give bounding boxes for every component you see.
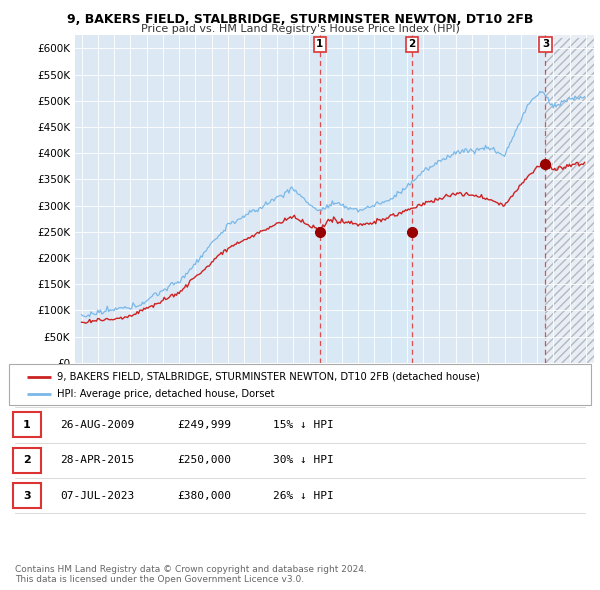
Text: Contains HM Land Registry data © Crown copyright and database right 2024.
This d: Contains HM Land Registry data © Crown c… (15, 565, 367, 584)
Text: 3: 3 (23, 491, 31, 500)
Text: 15% ↓ HPI: 15% ↓ HPI (273, 420, 334, 430)
Bar (545, 35, 594, 363)
Text: 1: 1 (23, 420, 31, 430)
Text: 28-APR-2015: 28-APR-2015 (60, 455, 134, 465)
Text: £380,000: £380,000 (177, 491, 231, 500)
Text: £249,999: £249,999 (177, 420, 231, 430)
Text: 3: 3 (542, 40, 549, 50)
Text: 9, BAKERS FIELD, STALBRIDGE, STURMINSTER NEWTON, DT10 2FB: 9, BAKERS FIELD, STALBRIDGE, STURMINSTER… (67, 13, 533, 26)
Bar (320, 35, 412, 363)
Text: 07-JUL-2023: 07-JUL-2023 (60, 491, 134, 500)
Text: 2: 2 (23, 455, 31, 465)
Text: 30% ↓ HPI: 30% ↓ HPI (273, 455, 334, 465)
Text: 9, BAKERS FIELD, STALBRIDGE, STURMINSTER NEWTON, DT10 2FB (detached house): 9, BAKERS FIELD, STALBRIDGE, STURMINSTER… (57, 372, 480, 382)
Bar (545, 38, 594, 363)
Text: HPI: Average price, detached house, Dorset: HPI: Average price, detached house, Dors… (57, 389, 275, 398)
Text: £250,000: £250,000 (177, 455, 231, 465)
Text: 26-AUG-2009: 26-AUG-2009 (60, 420, 134, 430)
Text: 1: 1 (316, 40, 323, 50)
Text: 26% ↓ HPI: 26% ↓ HPI (273, 491, 334, 500)
Text: Price paid vs. HM Land Registry's House Price Index (HPI): Price paid vs. HM Land Registry's House … (140, 24, 460, 34)
Text: 2: 2 (409, 40, 416, 50)
